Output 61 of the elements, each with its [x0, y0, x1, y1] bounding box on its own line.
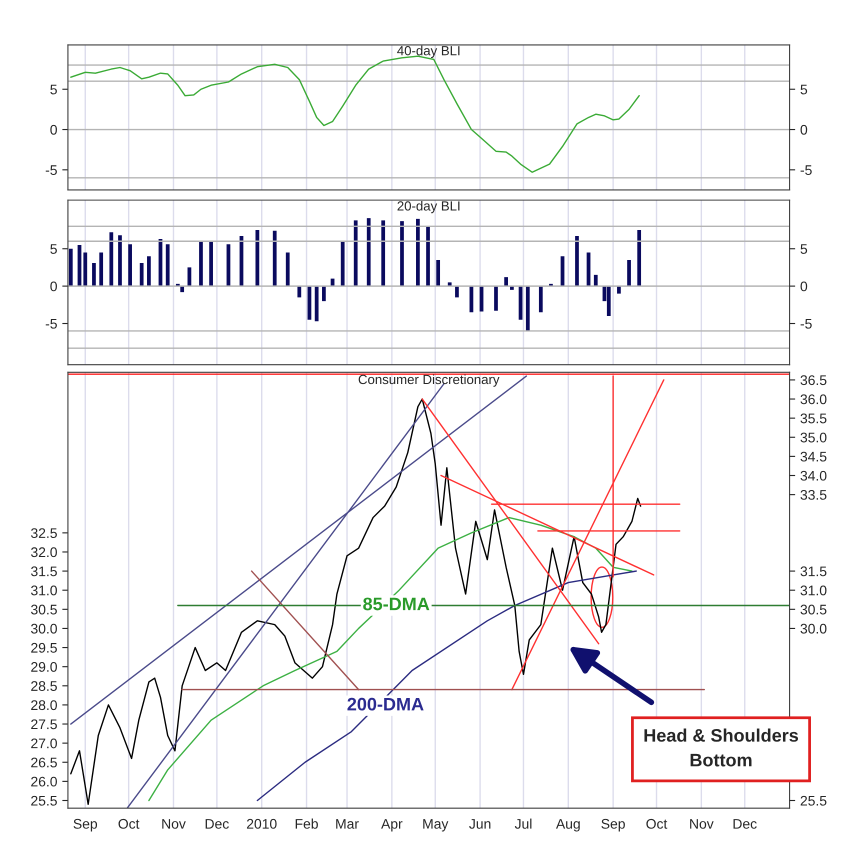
- y-tick-label: 0: [50, 281, 57, 292]
- y-tick-label: 31.0: [31, 586, 57, 596]
- annotation: 85-DMA: [363, 598, 430, 610]
- x-tick-label: Sep: [601, 818, 625, 832]
- x-tick-label: Oct: [646, 818, 668, 829]
- x-tick-label: Oct: [118, 818, 140, 829]
- y-tick-label: 26.5: [31, 758, 57, 768]
- y-tick-label: 29.5: [31, 642, 57, 653]
- y2-tick-label: 0: [800, 281, 808, 292]
- y2-tick-label: 35.0: [800, 432, 826, 442]
- y-tick-label: 30.5: [31, 604, 57, 614]
- x-tick-label: Nov: [162, 819, 186, 829]
- y-tick-label: 32.5: [31, 528, 57, 538]
- y-tick-label: -5: [46, 165, 57, 175]
- y-tick-label: 27.0: [31, 738, 57, 748]
- y-tick-label: 29.0: [31, 662, 57, 672]
- y-tick-label: 26.0: [31, 776, 57, 787]
- y2-tick-label: -5: [800, 318, 812, 329]
- y2-tick-label: 0: [800, 124, 808, 135]
- x-tick-label: Apr: [381, 819, 402, 832]
- y-tick-label: 0: [50, 124, 57, 135]
- annotation: Head & Shoulders Bottom: [644, 728, 798, 766]
- y-tick-label: -5: [46, 318, 57, 329]
- x-tick-label: Mar: [336, 819, 359, 829]
- annotation: 200-DMA: [347, 698, 424, 711]
- y-tick-label: 5: [50, 244, 57, 254]
- y-tick-label: 31.5: [31, 566, 57, 576]
- y2-tick-label: 33.5: [800, 490, 826, 500]
- y-tick-label: 32.0: [31, 547, 57, 558]
- y2-tick-label: 34.5: [800, 452, 826, 462]
- y2-tick-label: 30.0: [800, 624, 826, 634]
- y2-tick-label: 5: [800, 84, 808, 94]
- chart-title: Consumer Discretionary: [358, 374, 500, 387]
- x-tick-label: Jun: [469, 819, 490, 829]
- chart-title: 20-day BLI: [398, 200, 460, 214]
- y2-tick-label: 36.5: [800, 375, 826, 386]
- x-tick-label: Jul: [514, 818, 532, 829]
- x-tick-label: Nov: [690, 819, 714, 829]
- y-tick-label: 28.5: [31, 681, 57, 691]
- x-tick-label: Dec: [734, 819, 757, 829]
- x-tick-label: Feb: [296, 818, 318, 829]
- y-tick-label: 28.0: [31, 700, 57, 710]
- y-tick-label: 30.0: [31, 624, 57, 634]
- y2-tick-label: 34.0: [800, 470, 826, 481]
- y2-tick-label: 25.5: [800, 796, 826, 806]
- y2-tick-label: 36.0: [800, 394, 826, 404]
- y-tick-label: 25.5: [31, 796, 57, 806]
- chart-title: 40-day BLI: [397, 46, 460, 58]
- y2-tick-label: 5: [800, 244, 808, 254]
- y-tick-label: 27.5: [31, 719, 57, 730]
- y2-tick-label: 31.5: [800, 566, 826, 576]
- x-tick-label: 2010: [246, 818, 277, 829]
- x-tick-label: Dec: [206, 819, 229, 829]
- y2-tick-label: -5: [800, 165, 812, 175]
- y-tick-label: 5: [50, 84, 57, 94]
- x-tick-label: Aug: [556, 819, 580, 832]
- x-tick-label: Sep: [74, 818, 98, 832]
- x-tick-label: May: [423, 819, 448, 832]
- y2-tick-label: 35.5: [800, 413, 826, 424]
- y2-tick-label: 31.0: [800, 586, 826, 596]
- y2-tick-label: 30.5: [800, 604, 826, 614]
